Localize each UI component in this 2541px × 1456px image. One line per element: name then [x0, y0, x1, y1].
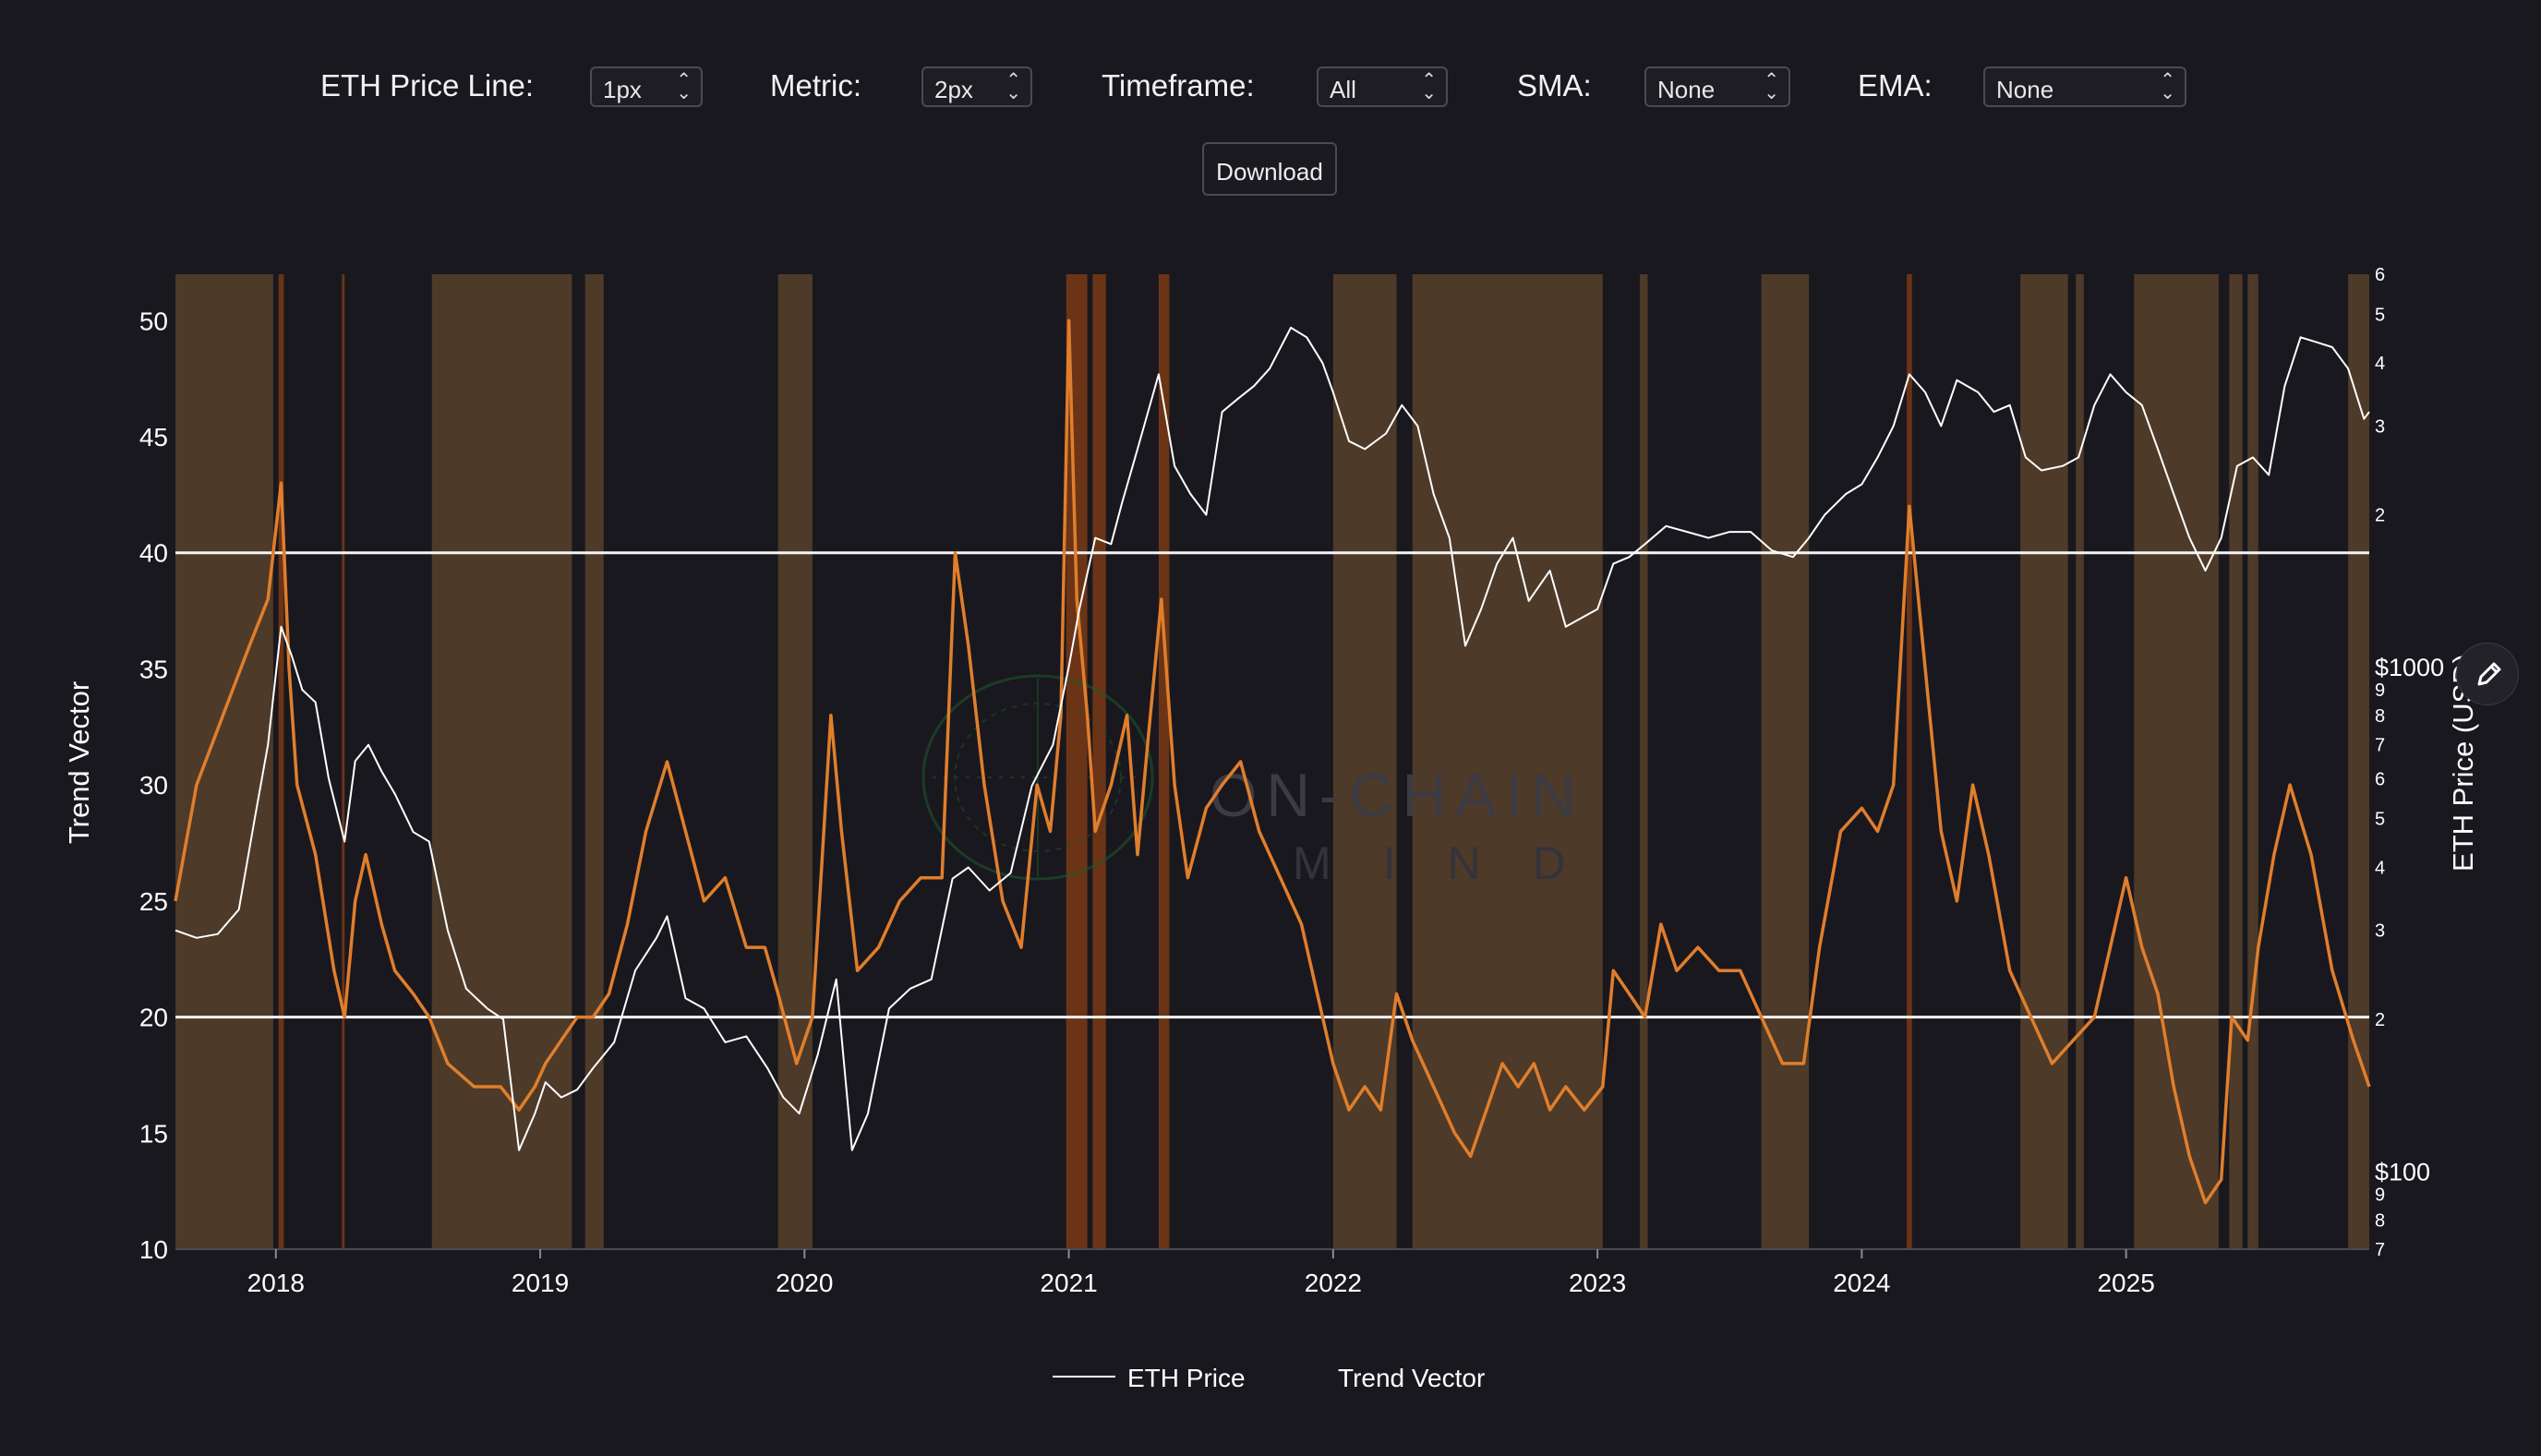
download-button[interactable]: Download	[1202, 142, 1337, 196]
legend: ETH Price Trend Vector	[1053, 1364, 1485, 1392]
chevron-up-down-icon: ⌃ ⌄	[2160, 70, 2175, 103]
signal-band	[584, 274, 604, 1249]
y2-tick-label: 8	[2375, 706, 2385, 727]
y-tick-label: 40	[139, 539, 168, 568]
y-tick-label: 35	[139, 655, 168, 683]
y2-tick-label: 2	[2375, 1010, 2385, 1030]
y-tick-label: 45	[139, 423, 168, 451]
chevron-up-down-icon: ⌃ ⌄	[676, 70, 692, 103]
signal-band	[1639, 274, 1648, 1249]
y2-tick-label: 2	[2375, 506, 2385, 526]
price-line-value: 1px	[603, 76, 642, 103]
y2-tick-label: 7	[2375, 736, 2385, 756]
x-tick-label: 2018	[247, 1269, 305, 1297]
signal-band	[1761, 274, 1810, 1249]
legend-eth-price[interactable]: ETH Price	[1127, 1364, 1246, 1392]
ema-value: None	[1996, 76, 2054, 103]
signal-band	[1066, 274, 1088, 1249]
pencil-icon	[2477, 662, 2501, 686]
y-axis-ticks: 10 15 20 25 30 35 40 45 50	[139, 307, 168, 1264]
x-tick-label: 2021	[1040, 1269, 1097, 1297]
metric-select[interactable]: 2px ⌃ ⌄	[921, 66, 1032, 107]
signal-band	[431, 274, 572, 1249]
x-tick-label: 2020	[776, 1269, 833, 1297]
y2-tick-label: 7	[2375, 1240, 2385, 1260]
y-tick-label: 50	[139, 307, 168, 335]
eth-price-line	[175, 326, 2370, 1151]
y-tick-label: 25	[139, 887, 168, 916]
y2-tick-label: 3	[2375, 416, 2385, 437]
y2-tick-label: 6	[2375, 769, 2385, 789]
edit-button[interactable]	[2456, 643, 2519, 705]
x-axis-ticks: 2018 2019 2020 2021 2022 2023 2024 2025	[247, 1249, 2155, 1297]
x-tick-label: 2022	[1305, 1269, 1362, 1297]
chevron-up-down-icon: ⌃ ⌄	[1764, 70, 1779, 103]
brain-logo-icon	[921, 674, 1154, 881]
metric-value: 2px	[934, 76, 973, 103]
signal-band	[2020, 274, 2068, 1249]
signal-band	[342, 274, 345, 1249]
signal-band	[175, 274, 273, 1249]
y2-tick-label: 5	[2375, 305, 2385, 325]
timeframe-select[interactable]: All ⌃ ⌄	[1317, 66, 1448, 107]
timeframe-label: Timeframe:	[1102, 68, 1255, 102]
y2-tick-label: 9	[2375, 1185, 2385, 1205]
sma-label: SMA:	[1517, 68, 1592, 102]
signal-band	[2247, 274, 2258, 1249]
signal-band	[1158, 274, 1170, 1249]
watermark-line1: ON-CHAIN	[1210, 761, 1584, 829]
watermark: ON-CHAIN MIND	[921, 674, 1618, 889]
reference-lines	[175, 551, 2369, 1019]
signal-band	[278, 274, 284, 1249]
ema-label: EMA:	[1858, 68, 1933, 102]
y2-tick-label: 4	[2375, 858, 2385, 878]
trend-vector-series	[174, 319, 2371, 1205]
sma-select[interactable]: None ⌃ ⌄	[1644, 66, 1790, 107]
watermark-line2: MIND	[1293, 837, 1618, 889]
y2-tick-label: $100	[2375, 1158, 2430, 1185]
y-tick-label: 15	[139, 1119, 168, 1148]
sma-value: None	[1657, 76, 1716, 103]
y2-tick-label: 5	[2375, 810, 2385, 830]
signal-band	[2348, 274, 2369, 1249]
signal-band	[2076, 274, 2084, 1249]
price-line-label: ETH Price Line:	[320, 68, 535, 102]
y-tick-label: 20	[139, 1004, 168, 1032]
signal-band	[1907, 274, 1912, 1249]
y2-tick-label: 9	[2375, 680, 2385, 701]
x-tick-label: 2019	[512, 1269, 569, 1297]
price-line-select[interactable]: 1px ⌃ ⌄	[590, 66, 703, 107]
y2-tick-label: 6	[2375, 265, 2385, 285]
signal-band	[1092, 274, 1106, 1249]
y-axis-title: Trend Vector	[63, 681, 95, 844]
signal-bands	[175, 274, 2369, 1249]
chart-controls: ETH Price Line: 1px ⌃ ⌄ Metric: 2px ⌃ ⌄ Ti…	[0, 0, 2541, 120]
signal-band	[2229, 274, 2243, 1249]
eth-price-series	[175, 326, 2370, 1151]
y2-tick-label: $1000	[2375, 654, 2444, 681]
x-tick-label: 2024	[1833, 1269, 1890, 1297]
y-tick-label: 10	[139, 1235, 168, 1264]
signal-band	[777, 274, 813, 1249]
y2-tick-label: 4	[2375, 354, 2385, 374]
trend-vector-line	[174, 319, 2371, 1205]
timeframe-value: All	[1330, 76, 1356, 103]
chevron-up-down-icon: ⌃ ⌄	[1421, 70, 1437, 103]
x-tick-label: 2025	[2097, 1269, 2154, 1297]
y-tick-label: 30	[139, 771, 168, 800]
y2-tick-label: 3	[2375, 921, 2385, 942]
ema-select[interactable]: None ⌃ ⌄	[1983, 66, 2186, 107]
signal-band	[1412, 274, 1603, 1249]
x-tick-label: 2023	[1569, 1269, 1626, 1297]
y2-tick-label: 8	[2375, 1210, 2385, 1231]
metric-label: Metric:	[770, 68, 861, 102]
legend-trend-vector[interactable]: Trend Vector	[1338, 1364, 1485, 1392]
chevron-up-down-icon: ⌃ ⌄	[1006, 70, 1021, 103]
signal-band	[2134, 274, 2219, 1249]
